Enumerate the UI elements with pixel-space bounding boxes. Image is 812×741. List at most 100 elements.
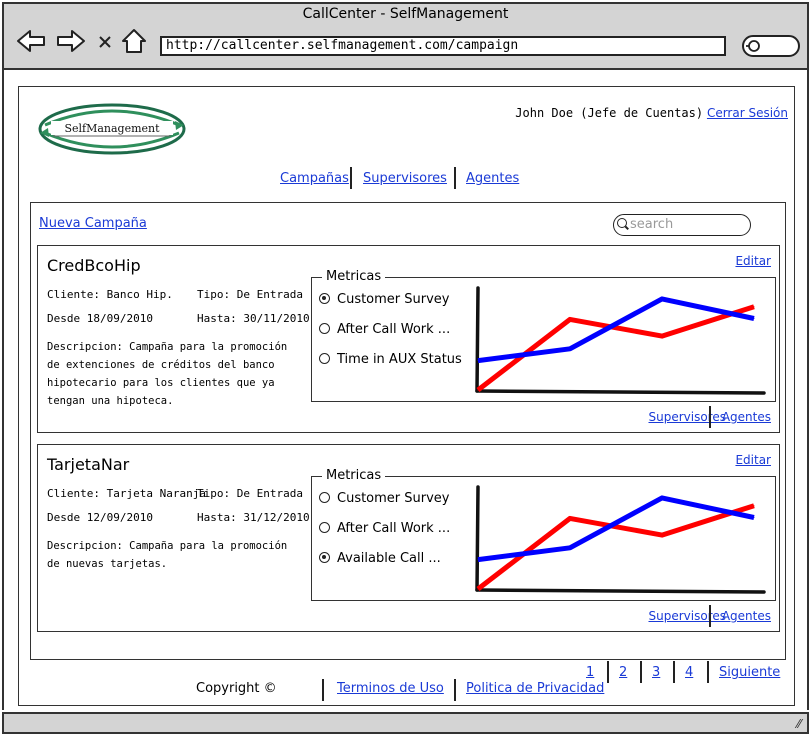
nav-supervisors[interactable]: Supervisores [363,171,447,186]
metric-option[interactable]: Customer Survey [319,292,450,307]
home-icon[interactable] [120,28,148,54]
forward-arrow-icon[interactable] [56,28,86,54]
chart-x-axis [475,588,766,594]
nav-divider [350,167,352,189]
chart-y-axis [475,286,480,393]
chart-series-line-0 [476,503,755,591]
metric-label: After Call Work ... [337,322,451,337]
chart-point [753,505,755,507]
campaign-client: Cliente: Tarjeta Naranja [47,487,206,500]
address-bar[interactable]: http://callcenter.selfmanagement.com/cam… [160,36,726,56]
chart-point [753,317,755,319]
search-icon [617,218,627,228]
privacy-link[interactable]: Politica de Privacidad [466,681,605,696]
card-link-divider [709,605,711,627]
card-agents-link[interactable]: Agentes [721,609,771,623]
pager-divider [640,661,642,683]
metric-label: Customer Survey [337,292,450,307]
logout-link[interactable]: Cerrar Sesión [706,106,788,120]
metric-option[interactable]: Customer Survey [319,491,450,506]
radio-icon[interactable] [319,522,330,533]
campaign-start-date: Desde 12/09/2010 [47,511,153,524]
selfmanagement-logo: SelfManagement [38,103,186,155]
card-link-divider [709,406,711,428]
footer-divider [322,679,324,701]
chart-point [661,335,663,337]
page-frame: SelfManagement John Doe (Jefe de Cuentas… [18,86,795,706]
page-link-4[interactable]: 4 [685,665,694,680]
metric-option[interactable]: After Call Work ... [319,322,450,337]
edit-link[interactable]: Editar [735,453,771,467]
user-label: John Doe (Jefe de Cuentas) [515,106,704,120]
radio-selected-icon[interactable] [319,552,330,563]
metric-option[interactable]: After Call Work ... [319,521,450,536]
chart-point [477,389,479,391]
page-link-1[interactable]: 1 [586,665,595,680]
stop-icon[interactable] [96,28,114,54]
pager-divider [707,661,709,683]
new-campaign-link[interactable]: Nueva Campaña [39,216,147,231]
chart-point [753,516,755,518]
card-agents-link[interactable]: Agentes [721,410,771,424]
nav-campaigns[interactable]: Campañas [280,171,349,186]
metric-label: After Call Work ... [337,521,451,536]
radio-selected-icon[interactable] [319,293,330,304]
campaigns-panel: Nueva Campaña search CredBcoHip Editar C… [30,202,786,660]
window-title: CallCenter - SelfManagement [302,6,509,22]
chart-point [569,547,571,549]
campaign-type: Tipo: De Entrada [197,487,303,500]
chart-point [477,588,479,590]
card-supervisors-link[interactable]: Supervisores [648,609,727,623]
next-page-link[interactable]: Siguiente [719,665,781,680]
resize-grip-icon[interactable]: ⁄⁄ [796,717,801,731]
campaign-card: TarjetaNar Editar Cliente: Tarjeta Naran… [37,444,780,632]
campaign-search-input[interactable]: search [613,214,751,236]
metric-option[interactable]: Available Call ... [319,551,441,566]
campaign-type: Tipo: De Entrada [197,288,303,301]
search-placeholder: search [630,217,674,232]
pager-divider [607,661,609,683]
metric-line-chart [475,286,766,395]
campaign-description: Descripcion: Campaña para la promoción d… [47,341,288,407]
metric-option[interactable]: Time in AUX Status [319,352,462,367]
metric-label: Customer Survey [337,491,450,506]
campaign-title: TarjetaNar [47,455,130,474]
card-supervisors-link[interactable]: Supervisores [648,410,727,424]
page-link-2[interactable]: 2 [619,665,628,680]
terms-link[interactable]: Terminos de Uso [337,681,444,696]
chart-point [753,306,755,308]
radio-icon[interactable] [319,353,330,364]
page-link-3[interactable]: 3 [652,665,661,680]
chart-series-line-1 [477,495,755,563]
metrics-title: Metricas [322,468,386,483]
browser-statusbar: ⁄⁄ [2,712,809,734]
browser-search-field[interactable] [742,35,800,57]
chart-point [569,318,571,320]
campaign-start-date: Desde 18/09/2010 [47,312,153,325]
back-arrow-icon[interactable] [16,28,46,54]
chart-series-line-1 [477,296,755,364]
metrics-group: Metricas Customer Survey After Call Work… [311,468,776,601]
pager-divider [673,661,675,683]
chart-point [569,517,571,519]
search-icon [746,40,760,52]
campaign-end-date: Hasta: 31/12/2010 [197,511,310,524]
footer-divider [454,679,456,701]
chart-point [661,534,663,536]
metrics-group: Metricas Customer Survey After Call Work… [311,269,776,402]
campaign-client: Cliente: Banco Hip. [47,288,173,301]
campaign-description: Descripcion: Campaña para la promoción d… [47,540,288,570]
chart-point [477,360,479,362]
radio-icon[interactable] [319,492,330,503]
chart-series-line-0 [476,304,755,392]
chart-point [661,298,663,300]
nav-agents[interactable]: Agentes [466,171,520,186]
chart-x-axis [475,389,766,395]
radio-icon[interactable] [319,323,330,334]
campaign-title: CredBcoHip [47,256,141,275]
chart-y-axis [475,485,480,592]
logo-text: SelfManagement [64,122,160,135]
user-info: John Doe (Jefe de Cuentas) Cerrar Sesión [515,106,788,120]
edit-link[interactable]: Editar [735,254,771,268]
